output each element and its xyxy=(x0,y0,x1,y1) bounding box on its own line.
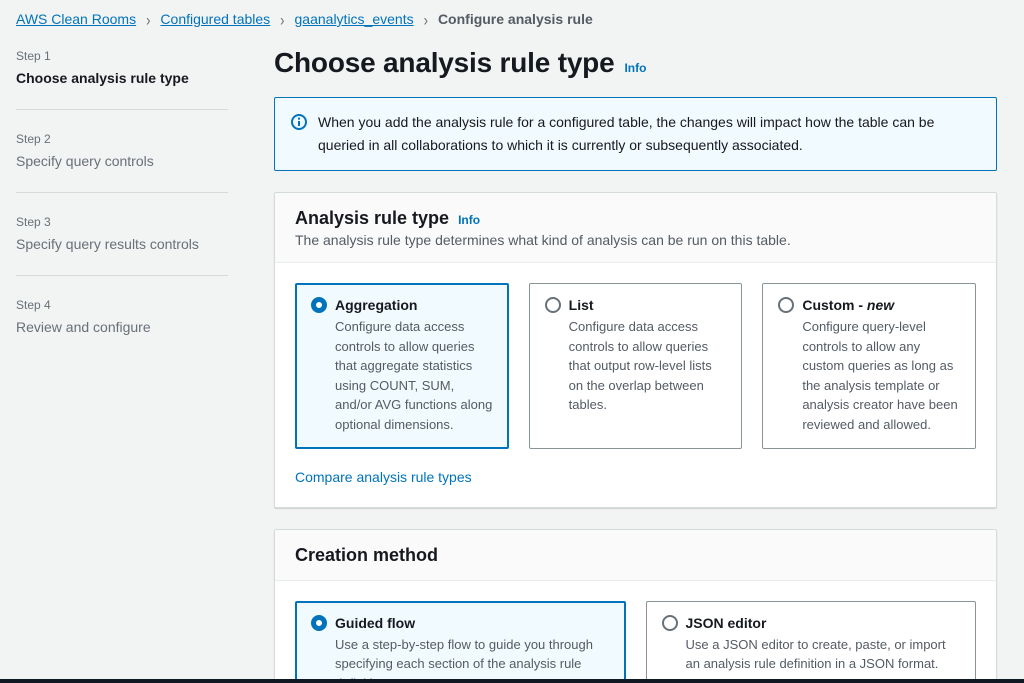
tile-aggregation[interactable]: Aggregation Configure data access contro… xyxy=(295,283,509,450)
tile-list[interactable]: List Configure data access controls to a… xyxy=(528,283,743,450)
breadcrumb-aws-clean-rooms[interactable]: AWS Clean Rooms xyxy=(16,11,137,27)
wizard-step-1[interactable]: Step 1 Choose analysis rule type xyxy=(16,47,228,88)
tile-guided-flow[interactable]: Guided flow Use a step-by-step flow to g… xyxy=(295,601,626,683)
creation-method-card: Creation method Guided flow Use a step-b… xyxy=(274,529,997,683)
page-title: Choose analysis rule type xyxy=(274,47,615,78)
creation-method-header: Creation method xyxy=(275,530,996,582)
radio-list[interactable] xyxy=(544,297,561,314)
main-content: Choose analysis rule type Info When you … xyxy=(274,43,997,683)
compare-analysis-rule-types-link[interactable]: Compare analysis rule types xyxy=(295,469,472,486)
analysis-rule-type-header: Analysis rule type Info The analysis rul… xyxy=(275,193,996,264)
tile-custom-label: Custom - new xyxy=(802,297,895,314)
breadcrumb-separator-icon: › xyxy=(280,9,285,29)
step-title: Choose analysis rule type xyxy=(16,70,189,86)
step-divider xyxy=(16,192,228,193)
analysis-rule-type-info-link[interactable]: Info xyxy=(458,213,481,228)
info-alert: When you add the analysis rule for a con… xyxy=(274,97,997,172)
tile-custom[interactable]: Custom - new Configure query-level contr… xyxy=(762,283,976,450)
analysis-rule-type-title: Analysis rule type xyxy=(295,208,450,229)
step-number-label: Step 4 xyxy=(16,298,51,312)
breadcrumb-configured-tables[interactable]: Configured tables xyxy=(160,11,271,27)
tile-json-editor-description: Use a JSON editor to create, paste, or i… xyxy=(685,636,946,672)
wizard-step-2[interactable]: Step 2 Specify query controls xyxy=(16,130,228,171)
breadcrumb-separator-icon: › xyxy=(423,9,428,29)
breadcrumb-gaanalytics-events[interactable]: gaanalytics_events xyxy=(294,11,414,27)
tile-guided-flow-label: Guided flow xyxy=(335,615,416,632)
analysis-rule-type-description: The analysis rule type determines what k… xyxy=(295,232,791,249)
tile-guided-flow-description: Use a step-by-step flow to guide you thr… xyxy=(335,636,593,683)
radio-aggregation[interactable] xyxy=(311,297,327,314)
analysis-rule-type-card: Analysis rule type Info The analysis rul… xyxy=(274,192,997,509)
creation-method-title: Creation method xyxy=(295,545,439,566)
tile-json-editor-label: JSON editor xyxy=(685,615,767,632)
page-info-link[interactable]: Info xyxy=(624,61,647,75)
breadcrumb-current-page: Configure analysis rule xyxy=(437,11,593,27)
step-number-label: Step 2 xyxy=(16,132,51,146)
radio-guided-flow[interactable] xyxy=(311,615,327,632)
info-alert-text: When you add the analysis rule for a con… xyxy=(318,114,935,154)
rule-type-tiles: Aggregation Configure data access contro… xyxy=(295,283,976,450)
tile-list-description: Configure data access controls to allow … xyxy=(568,319,712,413)
tile-list-label: List xyxy=(568,297,594,314)
page-heading: Choose analysis rule type Info xyxy=(274,47,997,79)
step-number-label: Step 1 xyxy=(16,49,51,63)
step-divider xyxy=(16,109,228,110)
creation-method-tiles: Guided flow Use a step-by-step flow to g… xyxy=(295,601,976,683)
info-circle-icon xyxy=(291,114,307,157)
wizard-step-3[interactable]: Step 3 Specify query results controls xyxy=(16,213,228,254)
wizard-step-4[interactable]: Step 4 Review and configure xyxy=(16,296,228,337)
console-footer-bar xyxy=(0,679,1024,683)
step-title: Specify query controls xyxy=(16,153,154,169)
breadcrumb: AWS Clean Rooms › Configured tables › ga… xyxy=(0,0,1024,33)
step-divider xyxy=(16,275,228,276)
step-number-label: Step 3 xyxy=(16,215,51,229)
tile-custom-new-tag: new xyxy=(866,297,895,314)
step-title: Review and configure xyxy=(16,319,151,335)
radio-json-editor[interactable] xyxy=(661,615,678,632)
tile-json-editor[interactable]: JSON editor Use a JSON editor to create,… xyxy=(645,601,976,683)
analysis-rule-type-body: Aggregation Configure data access contro… xyxy=(275,263,996,507)
tile-aggregation-description: Configure data access controls to allow … xyxy=(335,319,493,432)
tile-aggregation-label: Aggregation xyxy=(335,297,418,314)
breadcrumb-separator-icon: › xyxy=(146,9,151,29)
tile-custom-description: Configure query-level controls to allow … xyxy=(802,319,958,432)
radio-custom[interactable] xyxy=(778,297,795,314)
wizard-steps-nav: Step 1 Choose analysis rule type Step 2 … xyxy=(16,43,228,683)
creation-method-body: Guided flow Use a step-by-step flow to g… xyxy=(275,581,996,683)
wizard-layout: Step 1 Choose analysis rule type Step 2 … xyxy=(0,33,1024,683)
step-title: Specify query results controls xyxy=(16,236,199,252)
